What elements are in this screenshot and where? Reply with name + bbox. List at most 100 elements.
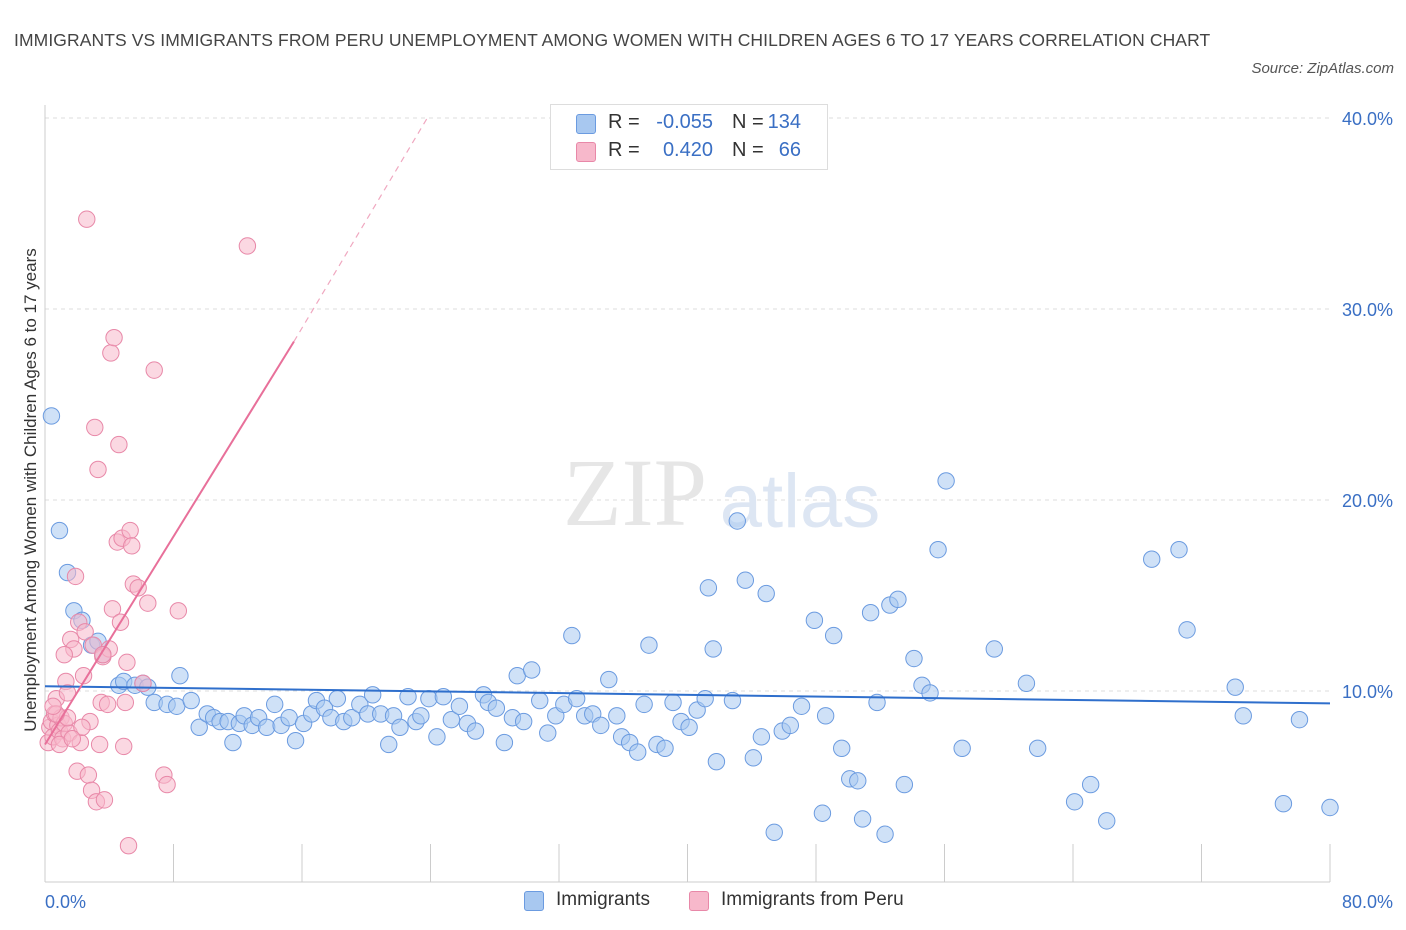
legend-label-peru: Immigrants from Peru — [721, 889, 904, 910]
point-peru — [102, 344, 120, 362]
point-immigrants — [629, 743, 647, 761]
legend-n-label: N = — [732, 139, 764, 161]
point-immigrants — [833, 739, 851, 757]
point-immigrants — [699, 579, 718, 597]
point-peru — [110, 435, 128, 454]
x-tick-label: 80.0% — [1342, 892, 1393, 912]
point-immigrants — [420, 689, 438, 708]
point-immigrants — [592, 716, 610, 735]
point-immigrants — [1290, 710, 1309, 729]
y-tick-label: 20.0% — [1342, 491, 1393, 511]
point-immigrants — [861, 603, 880, 622]
legend-n-value: 134 — [767, 111, 801, 133]
point-immigrants — [805, 611, 824, 630]
point-immigrants — [399, 688, 417, 706]
y-tick-labels: 10.0% 20.0% 30.0% 40.0% — [1342, 109, 1393, 702]
point-immigrants — [816, 707, 835, 725]
point-immigrants — [168, 697, 186, 715]
point-peru — [115, 737, 133, 756]
point-peru — [103, 600, 122, 618]
point-immigrants — [539, 724, 557, 742]
point-peru — [129, 579, 147, 597]
point-immigrants — [929, 540, 947, 559]
point-immigrants — [531, 691, 549, 710]
point-immigrants — [514, 712, 533, 731]
legend-n-value: 66 — [778, 139, 801, 161]
point-immigrants — [343, 709, 361, 727]
point-immigrants — [895, 775, 914, 794]
point-immigrants — [1226, 678, 1244, 696]
point-immigrants — [257, 718, 276, 736]
point-peru — [134, 674, 152, 693]
point-immigrants — [265, 695, 284, 714]
legend-row-immigrants: R = -0.055 N = 134 — [551, 110, 827, 138]
point-peru — [76, 623, 94, 641]
point-peru — [98, 695, 117, 714]
point-immigrants — [487, 699, 506, 717]
point-peru — [79, 766, 98, 784]
point-immigrants — [792, 697, 811, 715]
point-immigrants — [434, 688, 453, 706]
x-tick-label: 0.0% — [45, 892, 86, 912]
series-legend: Immigrants Immigrants from Peru — [0, 888, 1406, 918]
point-immigrants — [704, 640, 722, 658]
point-immigrants — [640, 636, 658, 654]
chart-title: IMMIGRANTS VS IMMIGRANTS FROM PERU UNEMP… — [14, 30, 1211, 50]
point-peru — [158, 775, 176, 794]
point-peru — [55, 646, 73, 664]
point-peru — [86, 418, 104, 437]
point-immigrants — [824, 626, 843, 645]
chart-source: Source: ZipAtlas.com — [1251, 60, 1394, 77]
point-immigrants — [853, 810, 872, 828]
legend-swatch-immigrants — [576, 114, 596, 134]
point-immigrants — [1170, 540, 1188, 559]
point-immigrants — [391, 718, 409, 736]
point-immigrants — [1098, 812, 1116, 830]
point-immigrants — [328, 689, 347, 708]
point-immigrants — [1274, 794, 1293, 813]
point-immigrants — [813, 804, 832, 822]
point-immigrants — [985, 640, 1003, 658]
point-immigrants — [42, 407, 61, 425]
point-immigrants — [1017, 674, 1036, 693]
point-peru — [89, 460, 107, 479]
trend-line-immigrants — [44, 685, 1331, 705]
y-tick-label: 40.0% — [1342, 109, 1393, 129]
point-immigrants — [1143, 550, 1161, 568]
point-immigrants — [953, 739, 971, 757]
point-peru — [66, 567, 85, 586]
point-peru — [121, 521, 139, 540]
legend-swatch-immigrants — [524, 891, 544, 911]
point-peru — [118, 653, 136, 672]
point-immigrants — [757, 584, 775, 603]
point-immigrants — [190, 718, 208, 736]
point-immigrants — [600, 670, 618, 689]
point-immigrants — [752, 728, 771, 746]
point-immigrants — [696, 689, 714, 708]
trend-line-peru-extension — [293, 117, 428, 342]
trend-lines — [44, 117, 1331, 746]
point-immigrants — [450, 697, 469, 715]
point-immigrants — [50, 521, 69, 540]
point-immigrants — [286, 731, 305, 750]
axes — [44, 105, 1331, 883]
point-immigrants — [428, 728, 446, 746]
point-immigrants — [363, 686, 382, 704]
point-immigrants — [567, 689, 586, 708]
point-immigrants — [380, 735, 398, 754]
y-tick-label: 30.0% — [1342, 300, 1393, 320]
point-immigrants — [1065, 793, 1084, 811]
watermark: ZIP atlas — [563, 439, 880, 546]
point-peru — [139, 594, 157, 612]
point-immigrants — [765, 823, 783, 842]
point-immigrants — [937, 472, 955, 490]
point-immigrants — [707, 752, 726, 771]
watermark-zip: ZIP — [563, 439, 707, 546]
watermark-atlas: atlas — [720, 459, 881, 544]
point-peru — [116, 693, 135, 712]
point-peru — [63, 730, 82, 748]
point-peru — [145, 361, 163, 379]
point-peru — [73, 718, 91, 736]
point-immigrants — [608, 707, 626, 725]
